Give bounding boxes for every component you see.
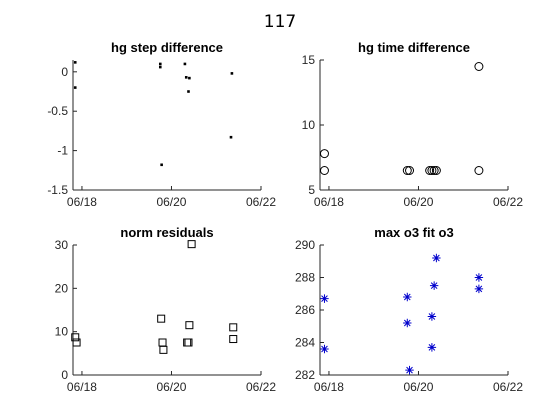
data-point [320, 294, 329, 303]
y-tick-label: 288 [295, 271, 315, 285]
data-point [184, 338, 193, 347]
x-tick-label: 06/20 [156, 195, 186, 209]
x-tick-label: 06/20 [403, 380, 433, 394]
data-point [229, 135, 233, 139]
data-point [157, 314, 166, 323]
y-tick-label: 286 [295, 303, 315, 317]
subplot-4: max o3 fit o3 282 284 286 288 290 06/18 06/20 06… [295, 225, 523, 394]
y-tick-label: 30 [55, 238, 69, 252]
subplot-title: norm residuals [120, 225, 213, 240]
data-point [402, 166, 412, 175]
data-point [71, 333, 80, 342]
x-tick-label: 06/22 [246, 195, 276, 209]
y-tick-label: 10 [55, 325, 69, 339]
subplot-2: hg time difference 5 10 15 06/18 06/20 06/22 [302, 40, 524, 209]
x-tick-label: 06/22 [493, 380, 523, 394]
data-point [405, 166, 415, 175]
y-tick-label: 20 [55, 281, 69, 295]
data-point [73, 86, 77, 89]
data-point [429, 281, 439, 290]
subplot-title: hg step difference [111, 40, 223, 55]
data-point [429, 166, 439, 175]
data-point [72, 338, 81, 347]
y-tick-label: 10 [302, 118, 316, 132]
x-tick-label: 06/20 [403, 195, 433, 209]
data-point [187, 240, 196, 249]
x-tick-label: 06/18 [67, 195, 97, 209]
data-point [431, 166, 441, 175]
y-tick-label: -0.5 [47, 104, 68, 118]
data-point [427, 343, 437, 352]
y-tick-label: -1 [57, 144, 68, 158]
figure-suptitle: 117 [264, 12, 296, 32]
y-tick-label: 282 [295, 368, 315, 382]
data-point [160, 163, 163, 167]
y-tick-label: 0 [61, 368, 68, 382]
data-point [158, 62, 162, 66]
subplot-1: hg step difference 0 -0.5 -1 -1.506/18 06/20 0… [47, 40, 276, 209]
x-tick-label: 06/22 [493, 195, 523, 209]
data-point [159, 345, 168, 354]
data-point [474, 273, 484, 282]
data-point [319, 166, 329, 175]
data-point [319, 149, 329, 159]
y-tick-label: 0 [61, 65, 68, 79]
data-point [405, 365, 414, 375]
data-point [425, 166, 435, 175]
data-point [432, 253, 441, 263]
data-point [158, 338, 167, 347]
y-tick-label: 15 [302, 53, 316, 67]
y-tick-label: 5 [308, 183, 315, 197]
data-point [183, 62, 187, 66]
x-tick-label: 06/18 [314, 195, 344, 209]
data-point [474, 166, 484, 175]
data-point [188, 76, 191, 80]
data-point [229, 335, 238, 344]
data-point [403, 292, 412, 302]
subplot-title: max o3 fit o3 [374, 225, 453, 240]
data-point [158, 65, 162, 69]
data-point [427, 166, 437, 175]
data-point [185, 321, 194, 330]
data-point [427, 312, 437, 321]
data-point [73, 61, 77, 64]
y-tick-label: -1.5 [47, 183, 68, 197]
subplot-title: hg time difference [358, 40, 470, 55]
data-point [184, 76, 188, 79]
data-point [230, 72, 234, 75]
data-point [320, 344, 329, 354]
data-point [229, 323, 238, 332]
x-tick-label: 06/22 [246, 380, 276, 394]
data-point [474, 284, 484, 294]
data-point [474, 62, 484, 71]
subplot-3: norm residuals 0 10 20 30 06/18 06/20 06/22 [55, 225, 277, 394]
y-tick-label: 290 [295, 238, 315, 252]
x-tick-label: 06/18 [67, 380, 97, 394]
y-tick-label: 284 [295, 336, 315, 350]
x-tick-label: 06/20 [156, 380, 186, 394]
x-tick-label: 06/18 [314, 380, 344, 394]
data-point [187, 90, 190, 93]
data-point [403, 318, 412, 328]
